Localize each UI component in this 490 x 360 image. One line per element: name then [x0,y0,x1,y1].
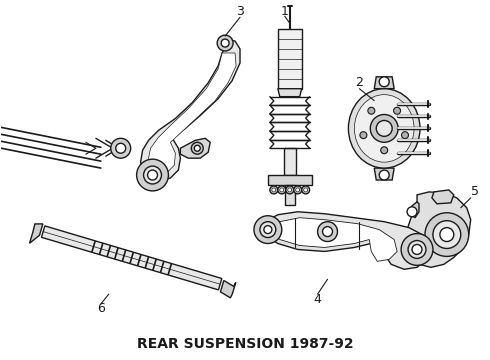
Polygon shape [432,190,454,204]
Circle shape [254,216,282,243]
Polygon shape [220,280,236,298]
Text: 3: 3 [236,5,244,18]
Circle shape [147,170,157,180]
Circle shape [217,35,233,51]
Polygon shape [407,192,471,267]
Circle shape [408,240,426,258]
Circle shape [144,166,162,184]
Text: 2: 2 [355,76,363,89]
Circle shape [322,227,333,237]
Polygon shape [409,243,419,257]
Circle shape [304,188,308,192]
Polygon shape [374,77,394,89]
Polygon shape [262,212,431,269]
Circle shape [278,186,286,194]
Circle shape [116,143,125,153]
Polygon shape [148,53,236,172]
Circle shape [191,142,203,154]
Circle shape [407,244,417,255]
Circle shape [360,132,367,139]
Polygon shape [42,226,222,290]
Circle shape [433,221,461,248]
Circle shape [221,39,229,47]
Circle shape [270,186,278,194]
Polygon shape [268,175,312,185]
Text: 6: 6 [97,302,105,315]
Polygon shape [278,89,302,96]
Circle shape [302,186,310,194]
Circle shape [286,186,294,194]
Circle shape [264,226,272,234]
Polygon shape [278,29,302,89]
Circle shape [407,207,417,217]
Polygon shape [29,224,43,243]
Circle shape [280,188,284,192]
Circle shape [425,213,469,256]
Polygon shape [284,148,295,175]
Ellipse shape [370,114,398,142]
Circle shape [401,234,433,265]
Polygon shape [141,39,240,180]
Circle shape [393,107,400,114]
Ellipse shape [348,89,420,168]
Circle shape [401,132,409,139]
Polygon shape [285,185,294,205]
Circle shape [368,107,375,114]
Circle shape [111,138,131,158]
Text: REAR SUSPENSION 1987-92: REAR SUSPENSION 1987-92 [137,337,353,351]
Polygon shape [272,218,397,261]
Circle shape [440,228,454,242]
Circle shape [137,159,169,191]
Circle shape [379,77,389,87]
Ellipse shape [354,95,414,162]
Text: 5: 5 [471,185,479,198]
Circle shape [318,222,338,242]
Polygon shape [180,138,210,158]
Circle shape [272,188,276,192]
Circle shape [288,188,292,192]
Circle shape [260,222,276,238]
Polygon shape [374,168,394,180]
Circle shape [412,244,422,255]
Circle shape [379,170,389,180]
Text: 1: 1 [281,5,289,18]
Ellipse shape [376,121,392,136]
Polygon shape [409,202,419,218]
Circle shape [195,145,200,151]
Circle shape [295,188,300,192]
Text: 4: 4 [314,293,321,306]
Circle shape [294,186,302,194]
Circle shape [381,147,388,154]
